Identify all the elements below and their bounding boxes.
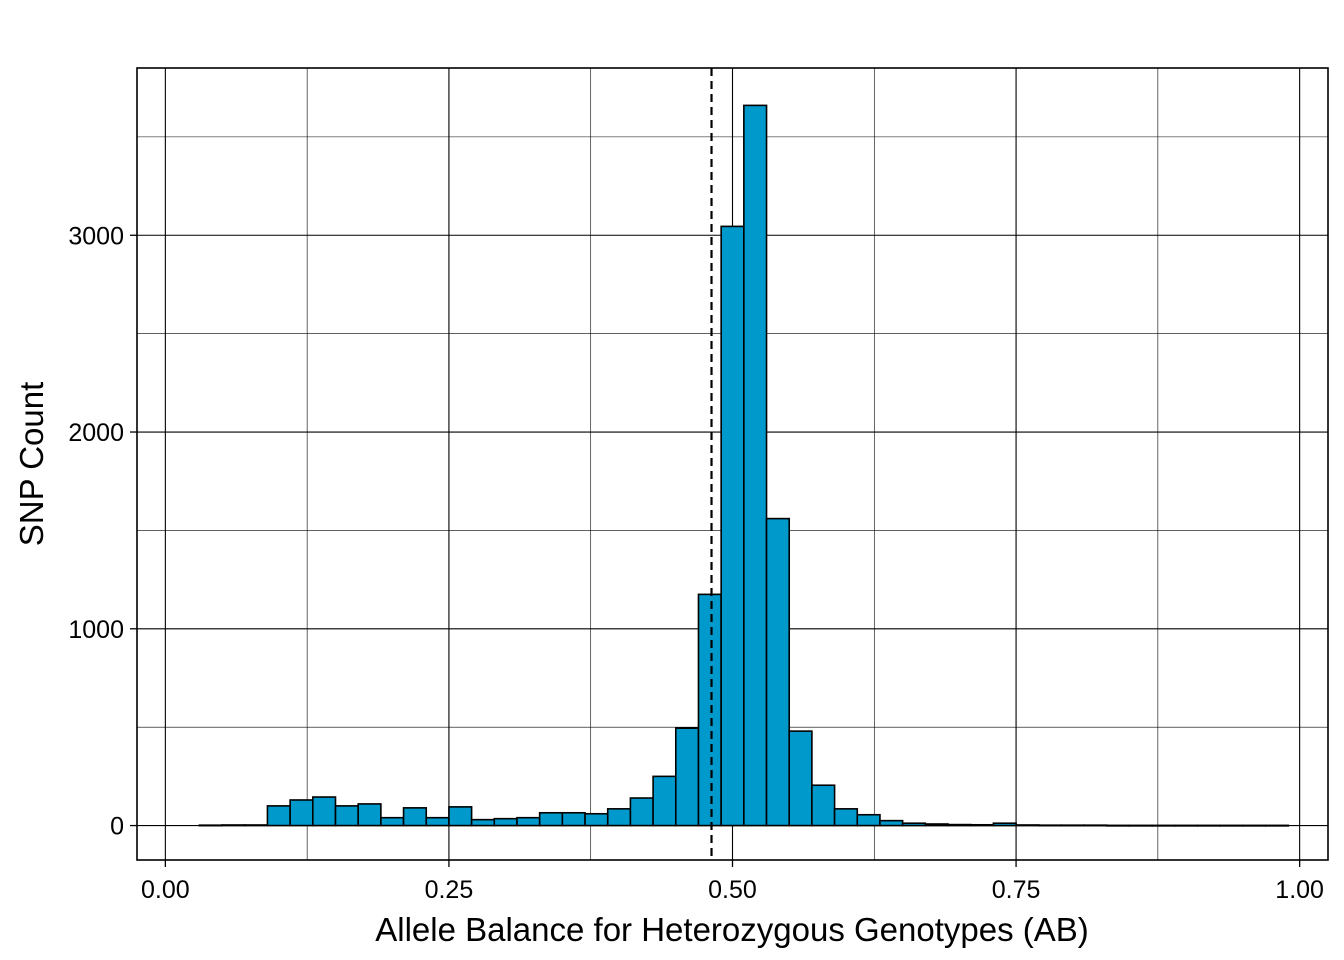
- y-tick-label: 2000: [68, 419, 124, 447]
- x-tick-label: 0.50: [708, 876, 757, 904]
- x-tick-label: 0.00: [141, 876, 190, 904]
- y-axis-ticks: 0 1000 2000 3000: [68, 222, 137, 841]
- histogram-bar: [584, 812, 609, 827]
- histogram-bar: [606, 808, 632, 827]
- histogram-bar: [425, 816, 450, 827]
- histogram-bar: [289, 799, 314, 827]
- histogram-bar: [470, 818, 496, 827]
- histogram-bar: [1196, 824, 1222, 827]
- histogram-bar: [493, 817, 518, 827]
- histogram-bar: [811, 784, 836, 827]
- histogram-bar: [266, 805, 291, 827]
- y-tick-label: 3000: [68, 222, 124, 250]
- x-tick-label: 0.25: [425, 876, 474, 904]
- histogram-bar: [538, 811, 564, 827]
- histogram-bar: [1264, 824, 1290, 827]
- histogram-bar: [743, 104, 768, 827]
- histogram-bar: [674, 727, 700, 827]
- x-tick-label: 0.75: [992, 876, 1041, 904]
- histogram-bar: [697, 593, 722, 827]
- histogram-bar: [924, 823, 949, 827]
- histogram-bars: [198, 104, 1290, 827]
- histogram-bar: [856, 813, 881, 827]
- histogram-bar: [879, 819, 904, 827]
- x-axis-ticks: 0.00 0.25 0.50 0.75 1.00: [141, 860, 1324, 904]
- histogram-bar: [969, 823, 995, 827]
- y-tick-label: 0: [110, 813, 124, 841]
- histogram-bar: [1060, 824, 1085, 827]
- histogram-bar: [901, 822, 927, 827]
- histogram-bar: [243, 824, 269, 827]
- histogram-bar: [765, 517, 791, 827]
- histogram-bar: [1242, 824, 1267, 827]
- histogram-bar: [516, 816, 541, 827]
- histogram-bar: [833, 808, 859, 827]
- histogram-bar: [1128, 824, 1153, 827]
- y-tick-label: 1000: [68, 616, 124, 644]
- histogram-bar: [334, 805, 359, 827]
- histogram-bar: [1151, 824, 1176, 827]
- histogram-bar: [312, 796, 337, 827]
- histogram-bar: [788, 730, 813, 827]
- histogram-bar: [992, 822, 1017, 827]
- histogram-bar: [1106, 824, 1131, 827]
- histogram-bar: [380, 816, 405, 827]
- histogram-bar: [357, 803, 382, 827]
- x-tick-label: 1.00: [1275, 876, 1324, 904]
- histogram-bar: [1219, 824, 1244, 827]
- histogram-bar: [652, 775, 677, 827]
- histogram-bar: [720, 225, 745, 827]
- histogram-bar: [1037, 824, 1063, 827]
- histogram-bar: [221, 824, 246, 827]
- y-axis-title: SNP Count: [13, 382, 50, 546]
- histogram-bar: [629, 797, 654, 827]
- histogram-bar: [198, 824, 223, 827]
- histogram-bar: [1015, 824, 1040, 827]
- histogram-bar: [947, 823, 972, 827]
- x-axis-title: Allele Balance for Heterozygous Genotype…: [375, 911, 1089, 948]
- histogram-bar: [448, 806, 473, 827]
- histogram-bar: [402, 807, 428, 827]
- histogram-bar: [561, 811, 586, 827]
- histogram-bar: [1174, 824, 1199, 827]
- histogram-bar: [1083, 824, 1108, 827]
